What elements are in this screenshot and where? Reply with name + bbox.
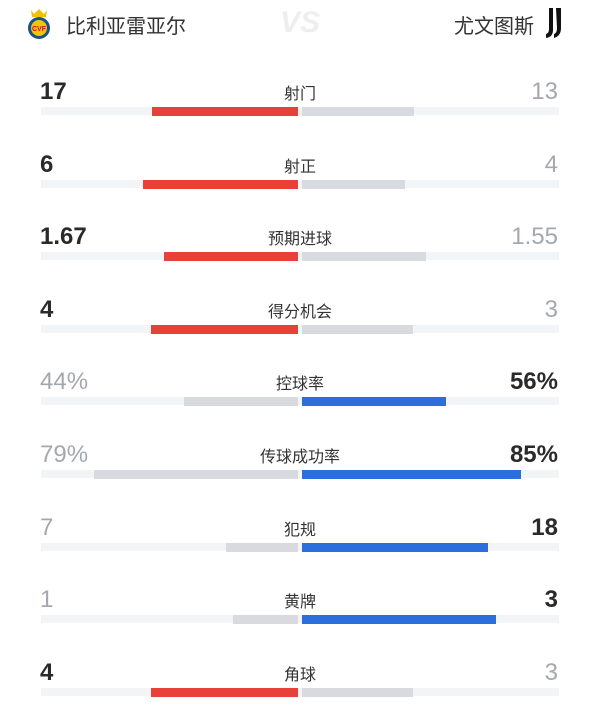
stat-label: 射门: [283, 84, 316, 103]
away-value: 3: [544, 295, 558, 323]
away-bar: [302, 107, 414, 116]
home-value: 7: [40, 513, 54, 541]
away-bar: [302, 397, 446, 407]
bar-track: [41, 687, 559, 696]
away-team-name: 尤文图斯: [454, 14, 534, 38]
stat-row: 4 角球 3: [0, 659, 600, 719]
stat-row: 7 犯规 18: [0, 514, 600, 574]
home-value: 6: [40, 150, 54, 178]
home-value: 1.67: [40, 223, 87, 251]
stat-row: 79% 传球成功率 85%: [0, 441, 600, 501]
home-team-name: 比利亚雷亚尔: [66, 14, 186, 38]
home-value: 44%: [40, 368, 89, 396]
stat-row: 6 射正 4: [0, 151, 600, 211]
away-value: 1.55: [511, 223, 558, 251]
away-bar: [302, 179, 405, 189]
match-header: CVF 比利亚雷亚尔 VS 尤文图斯: [0, 0, 600, 48]
stat-row: 1 黄牌 3: [0, 586, 600, 646]
stat-label: 控球率: [275, 374, 324, 394]
juventus-logo-icon: [546, 8, 561, 38]
away-bar: [302, 687, 413, 697]
away-bar: [302, 542, 488, 552]
away-value: 13: [531, 78, 558, 105]
away-bar: [302, 615, 496, 625]
stat-row: 4 得分机会 3: [0, 296, 600, 356]
stat-row: 44% 控球率 56%: [0, 368, 600, 428]
stat-label: 传球成功率: [259, 447, 340, 466]
home-bar: [151, 687, 298, 697]
home-bar: [233, 615, 298, 625]
away-value: 3: [544, 658, 558, 686]
away-value: 3: [544, 586, 558, 614]
home-value: 79%: [40, 441, 89, 468]
bar-track: [41, 179, 559, 188]
away-value: 56%: [509, 368, 558, 396]
stat-row: 1.67 预期进球 1.55: [0, 223, 600, 283]
bar-track: [41, 252, 559, 261]
home-bar: [164, 252, 298, 262]
stat-label: 得分机会: [267, 301, 332, 321]
away-value: 85%: [509, 441, 558, 468]
home-value: 17: [40, 78, 67, 105]
stat-label: 射正: [283, 156, 316, 176]
bar-track: [41, 324, 559, 333]
home-value: 1: [40, 586, 54, 614]
bar-track: [41, 397, 559, 406]
home-bar: [152, 107, 298, 116]
svg-text:CVF: CVF: [32, 26, 47, 33]
away-value: 4: [544, 150, 558, 178]
home-bar: [94, 470, 298, 479]
away-bar: [302, 252, 426, 262]
home-value: 4: [40, 295, 54, 323]
stat-label: 犯规: [283, 519, 316, 539]
away-value: 18: [531, 513, 558, 541]
bar-track: [41, 470, 559, 478]
vs-mark: VS: [280, 6, 321, 39]
stat-label: 预期进球: [267, 229, 332, 249]
home-bar: [143, 179, 298, 189]
stat-label: 角球: [283, 664, 316, 684]
bar-track: [41, 107, 559, 115]
stat-row: 17 射门 13: [0, 78, 600, 138]
bar-track: [41, 542, 559, 551]
stat-label: 黄牌: [283, 592, 316, 612]
home-bar: [184, 397, 298, 407]
away-bar: [302, 470, 521, 479]
home-value: 4: [40, 658, 54, 686]
away-bar: [302, 324, 413, 334]
home-bar: [151, 324, 298, 334]
villarreal-crest-icon: CVF: [28, 9, 50, 39]
bar-track: [41, 615, 559, 624]
home-bar: [226, 542, 298, 552]
